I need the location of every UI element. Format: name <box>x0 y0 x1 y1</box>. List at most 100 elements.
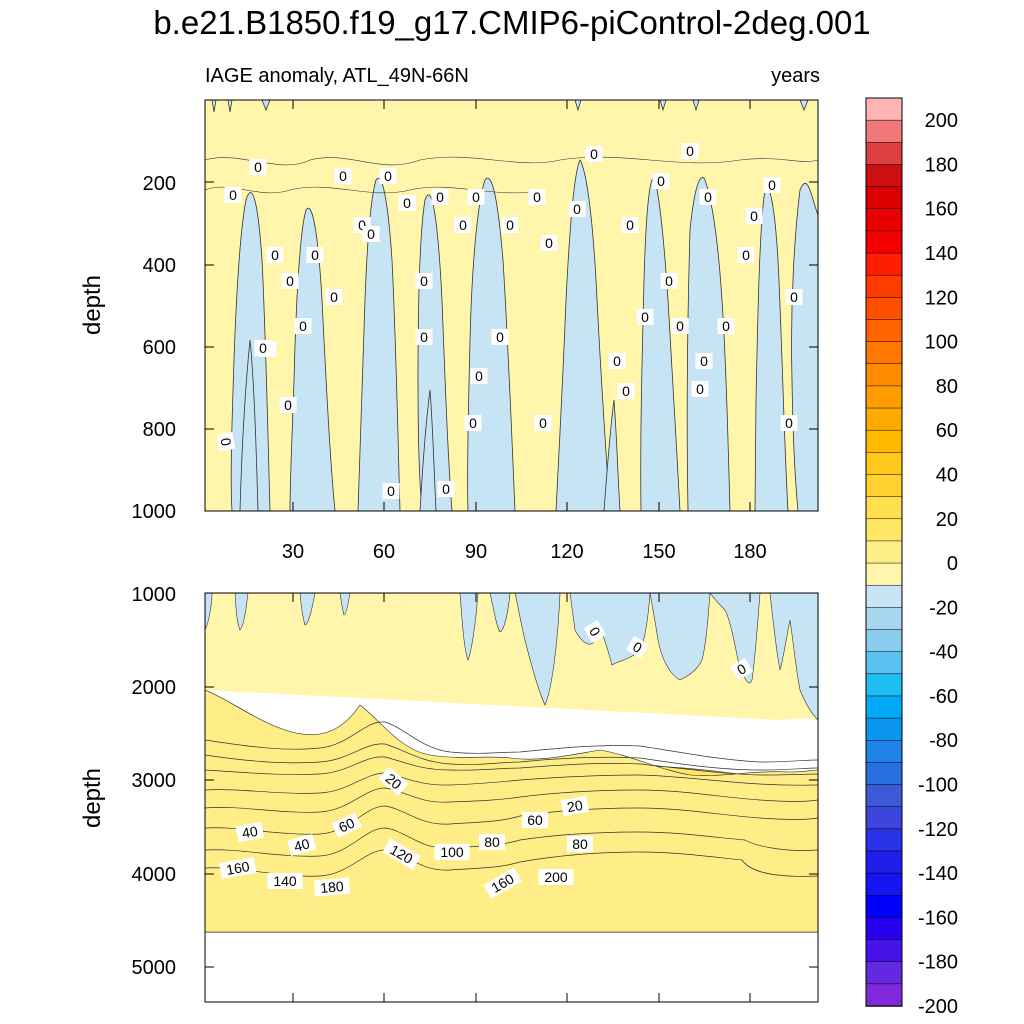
svg-text:0: 0 <box>459 217 467 233</box>
colorbar-swatch <box>865 806 903 830</box>
colorbar-swatch <box>865 119 903 144</box>
subtitle-right: years <box>771 65 820 87</box>
colorbar-swatch <box>865 983 903 1007</box>
colorbar-swatch <box>865 540 903 564</box>
contour-label: 0 <box>415 329 433 345</box>
contour-label: 0 <box>785 289 803 305</box>
contour-label: 60 <box>522 812 548 828</box>
contour-label: 0 <box>540 235 558 251</box>
colorbar-swatch <box>865 850 903 874</box>
contour-label: 0 <box>382 483 400 499</box>
contour-label: 0 <box>224 187 242 203</box>
colorbar-swatch <box>865 717 903 741</box>
svg-text:0: 0 <box>641 309 649 325</box>
contour-label: 0 <box>464 415 482 431</box>
colorbar-label: -140 <box>918 863 958 885</box>
contour-label: 0 <box>730 657 753 681</box>
contour-label: 0 <box>266 247 284 263</box>
svg-text:0: 0 <box>742 247 750 263</box>
svg-text:0: 0 <box>506 217 514 233</box>
svg-text:0: 0 <box>573 201 581 217</box>
contour-label: 0 <box>467 189 485 205</box>
colorbar-label: -120 <box>918 819 958 841</box>
colorbar-label: -60 <box>929 686 958 708</box>
contour-label: 120 <box>382 838 421 870</box>
contour-label: 0 <box>585 146 603 162</box>
svg-text:0: 0 <box>785 415 793 431</box>
svg-text:0: 0 <box>676 318 684 334</box>
svg-text:0: 0 <box>284 397 292 413</box>
svg-text:0: 0 <box>750 208 758 224</box>
svg-text:0: 0 <box>271 247 279 263</box>
contour-label: 0 <box>691 381 709 397</box>
svg-text:0: 0 <box>590 146 598 162</box>
contour-label: 0 <box>745 208 763 224</box>
svg-text:0: 0 <box>259 340 267 356</box>
colorbar: 200180160140120100806040200-20-40-60-80-… <box>865 97 958 1018</box>
bottom-ytick-label: 1000 <box>132 584 177 606</box>
contour-label: 0 <box>281 273 299 289</box>
colorbar-swatch <box>865 429 903 454</box>
contour-label: 200 <box>538 869 574 885</box>
colorbar-label: 120 <box>925 287 958 309</box>
contour-label: 20 <box>378 766 409 796</box>
colorbar-swatch <box>865 607 903 631</box>
colorbar-swatch <box>865 872 903 897</box>
xtick-label: 30 <box>282 541 304 563</box>
colorbar-swatch <box>865 252 903 276</box>
svg-text:0: 0 <box>626 217 634 233</box>
svg-text:0: 0 <box>696 381 704 397</box>
colorbar-swatch <box>865 673 903 697</box>
svg-text:60: 60 <box>336 814 357 835</box>
colorbar-swatch <box>865 142 903 166</box>
top-ylabel: depth <box>79 275 106 335</box>
contour-label: 0 <box>737 247 755 263</box>
contour-label: 0 <box>325 289 343 305</box>
top-frame <box>204 99 819 512</box>
svg-text:200: 200 <box>544 869 568 885</box>
colorbar-label: 100 <box>925 332 958 354</box>
contour-label: 0 <box>568 201 586 217</box>
svg-text:0: 0 <box>254 159 262 175</box>
contour-label: 0 <box>528 189 546 205</box>
contour-label: 20 <box>560 795 590 817</box>
contour-label: 0 <box>621 217 639 233</box>
top-ytick-label: 1000 <box>132 501 177 523</box>
top-contour-labels: 0000000000000000000000000000000000000000… <box>216 143 803 499</box>
colorbar-swatch <box>865 762 903 786</box>
top-ytick-label: 400 <box>143 255 176 277</box>
bottom-ytick-label: 2000 <box>132 677 177 699</box>
contour-label: 0 <box>617 383 635 399</box>
colorbar-swatch <box>865 518 903 542</box>
contour-label: 0 <box>652 173 670 189</box>
colorbar-label: -80 <box>929 730 958 752</box>
colorbar-frame <box>865 97 903 1007</box>
contour-label: 0 <box>671 318 689 334</box>
svg-text:0: 0 <box>442 481 450 497</box>
svg-text:0: 0 <box>704 189 712 205</box>
colorbar-label: 180 <box>925 154 958 176</box>
svg-text:180: 180 <box>320 878 345 896</box>
contour-label: 0 <box>470 368 488 384</box>
contour-label: 40 <box>287 833 317 857</box>
svg-text:0: 0 <box>613 353 621 369</box>
colorbar-swatch <box>865 274 903 299</box>
colorbar-swatch <box>865 739 903 764</box>
colorbar-label: 160 <box>925 199 958 221</box>
contour-label: 0 <box>294 318 312 334</box>
svg-text:0: 0 <box>299 318 307 334</box>
svg-text:0: 0 <box>403 195 411 211</box>
contour-label: 0 <box>608 353 626 369</box>
contour-label: 0 <box>398 195 416 211</box>
top-ytick-label: 200 <box>143 173 176 195</box>
colorbar-swatch <box>865 319 903 343</box>
colorbar-swatch <box>865 97 903 121</box>
colorbar-swatch <box>865 784 903 808</box>
bottom-frame <box>204 592 819 1003</box>
colorbar-label: -180 <box>918 952 958 974</box>
svg-text:0: 0 <box>420 329 428 345</box>
svg-text:140: 140 <box>273 873 297 889</box>
svg-text:0: 0 <box>387 483 395 499</box>
colorbar-swatch <box>865 164 903 188</box>
svg-text:40: 40 <box>292 835 311 855</box>
